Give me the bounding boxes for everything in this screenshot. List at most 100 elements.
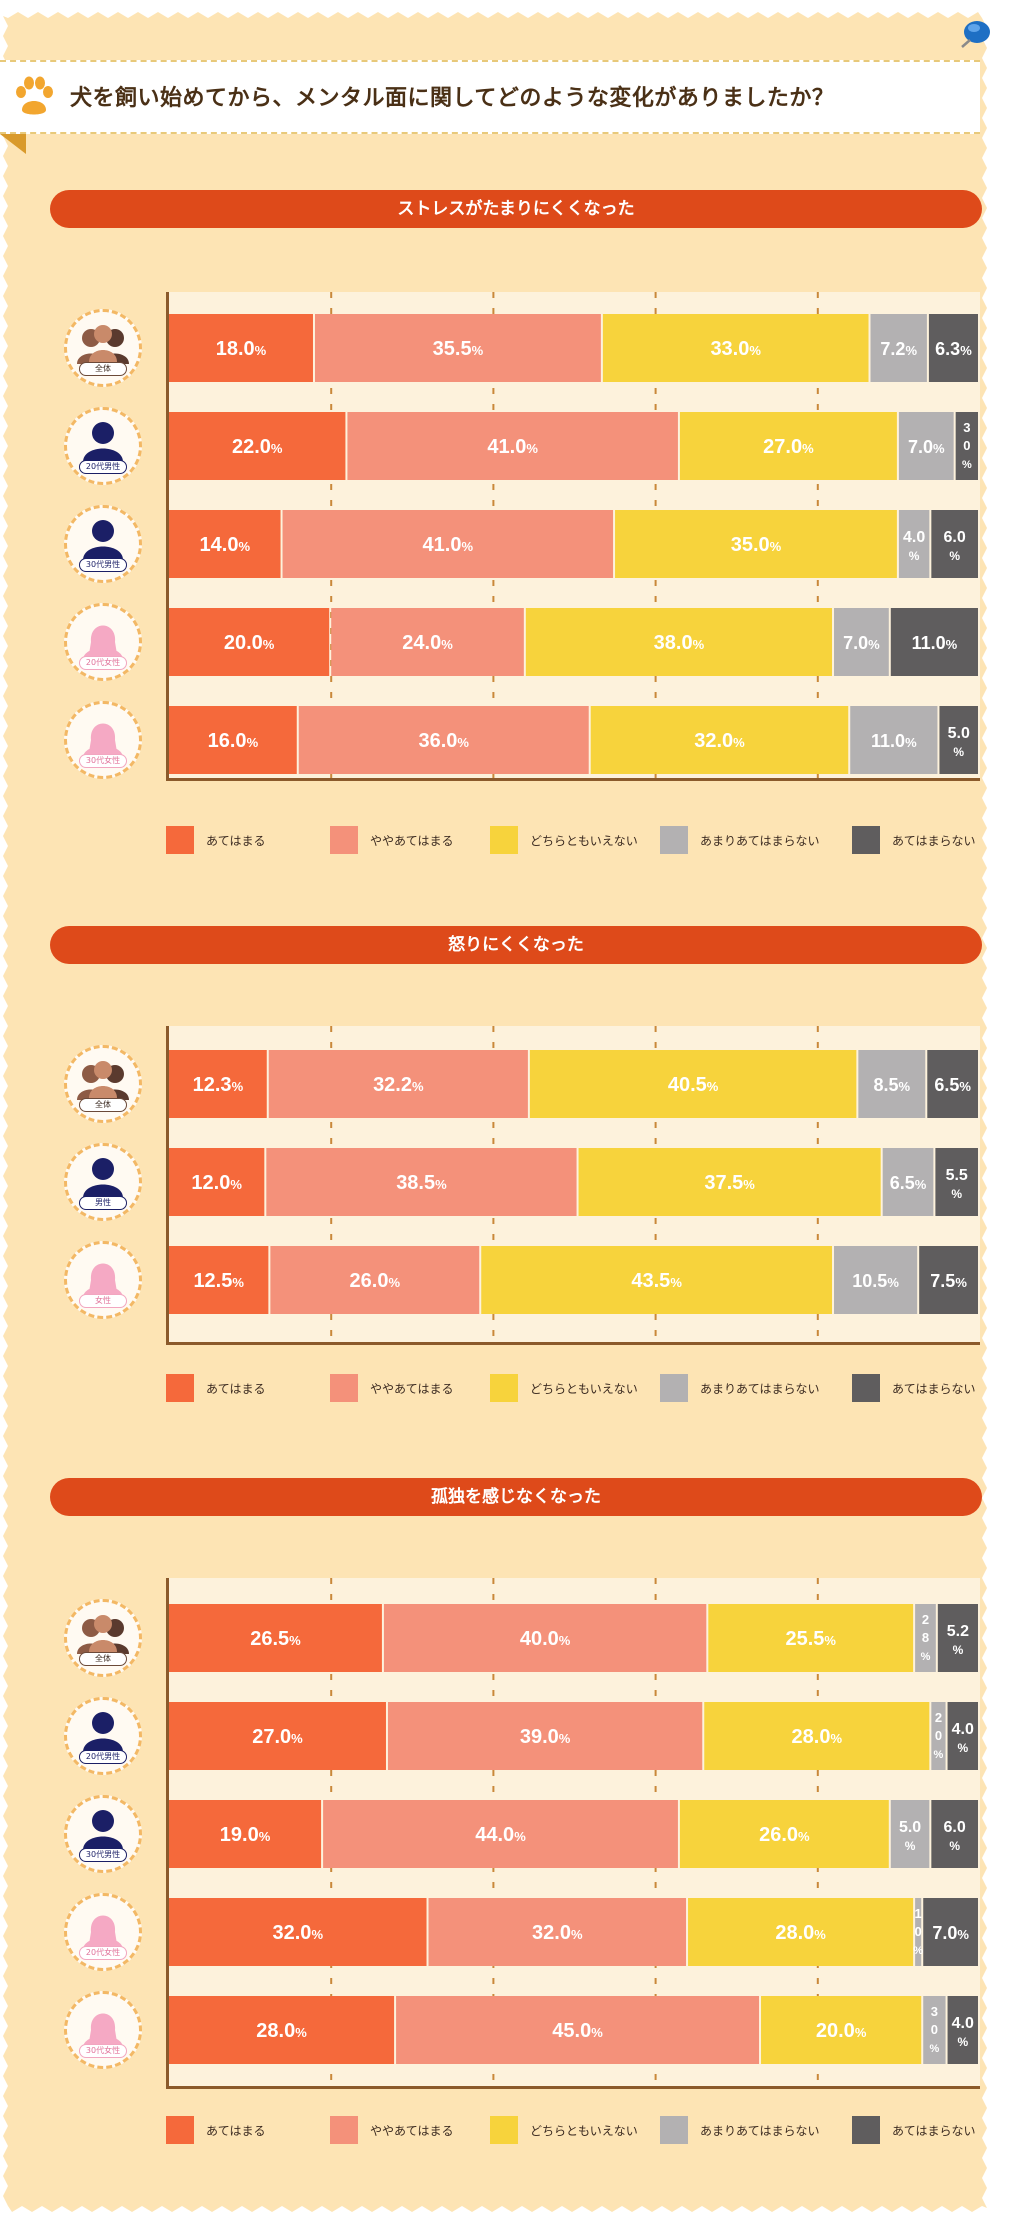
male-silhouette-icon: 20代男性 xyxy=(64,407,142,485)
bar-segment xyxy=(890,608,978,676)
data-label: 19.0% xyxy=(220,1824,271,1846)
legend-swatch xyxy=(660,1374,688,1402)
data-label: 7.0% xyxy=(843,633,880,653)
female-silhouette-icon: 20代女性 xyxy=(64,1893,142,1971)
bar-segment xyxy=(947,1702,978,1770)
data-label: 37.5% xyxy=(704,1172,755,1194)
data-label: 11.0% xyxy=(871,731,917,751)
avatar-label: 全体 xyxy=(79,362,127,376)
bar-segment xyxy=(708,1604,914,1672)
data-label: 26.5% xyxy=(250,1628,301,1650)
legend-label: あてはまらない xyxy=(892,2124,976,2138)
data-label: 44.0% xyxy=(475,1824,526,1846)
data-label: 5.2% xyxy=(947,1623,969,1657)
data-label: 5.5% xyxy=(946,1167,968,1201)
legend-label: あてはまらない xyxy=(892,1382,976,1396)
bar-segment xyxy=(169,1702,386,1770)
chart-2: 26.5% 40.0% 25.5% 2 8 % 5.2 % 27.0% 39.0% 28.0% 2 0%… xyxy=(169,1578,978,2086)
x-axis-anger xyxy=(166,1342,980,1345)
bar-segment xyxy=(169,1898,427,1966)
data-label: 10.5% xyxy=(852,1271,899,1291)
legend-swatch xyxy=(660,826,688,854)
avatar-label: 20代女性 xyxy=(79,1946,127,1960)
legend-swatch xyxy=(852,2116,880,2144)
legend-swatch xyxy=(490,826,518,854)
data-label: 7.0% xyxy=(932,1923,969,1943)
legend-stress: あてはまる ややあてはまる どちらともいえない あまりあてはまらない あてはまらない xyxy=(166,826,986,856)
data-label: 32.0% xyxy=(273,1922,324,1944)
avatar-label: 20代男性 xyxy=(79,460,127,474)
data-label: 25.5% xyxy=(785,1628,836,1650)
bar-segment xyxy=(169,1148,265,1216)
bar-segment xyxy=(688,1898,914,1966)
female-silhouette-icon: 30代女性 xyxy=(64,701,142,779)
data-label: 28.0% xyxy=(256,2020,307,2042)
data-label: 12.3% xyxy=(193,1074,244,1096)
bar-segment xyxy=(590,706,849,774)
bar-segment xyxy=(850,706,938,774)
bar-segment xyxy=(323,1800,678,1868)
data-label: 6.0% xyxy=(944,529,966,563)
bar-segment xyxy=(679,1800,889,1868)
data-label: 16.0% xyxy=(208,730,259,752)
section-header-loneliness: 孤独を感じなくなった xyxy=(50,1478,982,1516)
group-icon: 全体 xyxy=(64,1045,142,1123)
data-label: 41.0% xyxy=(487,436,538,458)
data-label: 7.0% xyxy=(908,437,945,457)
data-label: 39.0% xyxy=(520,1726,571,1748)
bar-segment xyxy=(268,1050,528,1118)
data-label: 7.2% xyxy=(880,339,917,359)
male-silhouette-icon: 30代男性 xyxy=(64,1795,142,1873)
bar-segment xyxy=(915,1604,936,1672)
legend-label: どちらともいえない xyxy=(530,1382,638,1396)
bar-segment xyxy=(935,1148,978,1216)
bar-segment xyxy=(615,510,897,578)
legend-swatch xyxy=(852,826,880,854)
data-label: 1 0% xyxy=(913,1906,923,1957)
data-label: 43.5% xyxy=(631,1270,682,1292)
data-label: 18.0% xyxy=(216,338,267,360)
bar-segment xyxy=(870,314,927,382)
avatar-label: 30代男性 xyxy=(79,1848,127,1862)
bar-segment xyxy=(834,608,889,676)
bar-segment xyxy=(529,1050,857,1118)
bar-segment xyxy=(890,1800,930,1868)
data-label: 35.5% xyxy=(433,338,484,360)
x-axis-loneliness xyxy=(166,2086,980,2089)
data-label: 32.0% xyxy=(532,1922,583,1944)
data-label: 38.0% xyxy=(654,632,705,654)
group-icon: 全体 xyxy=(64,309,142,387)
bar-segment xyxy=(169,1050,267,1118)
legend-label: あてはまらない xyxy=(892,834,976,848)
avatar-label: 男性 xyxy=(79,1196,127,1210)
data-label: 14.0% xyxy=(200,534,251,556)
data-label: 6.5% xyxy=(934,1075,971,1095)
bar-segment xyxy=(931,1702,946,1770)
bar-segment xyxy=(947,1996,978,2064)
legend-swatch xyxy=(330,2116,358,2144)
legend-swatch xyxy=(330,1374,358,1402)
bar-segment xyxy=(169,706,297,774)
bar-segment xyxy=(387,1702,703,1770)
data-label: 6.0% xyxy=(944,1819,966,1853)
bar-segment xyxy=(169,510,281,578)
avatar-label: 全体 xyxy=(79,1652,127,1666)
bar-segment xyxy=(347,412,678,480)
bar-segment xyxy=(761,1996,922,2064)
data-label: 3 0% xyxy=(930,2004,940,2055)
chart-0: 18.0% 35.5% 33.0% 7.2% 6.3% 22.0% 41.0% 27.0% 7.… xyxy=(169,292,978,778)
data-label: 3 0% xyxy=(962,420,972,471)
legend-swatch xyxy=(852,1374,880,1402)
bar-segment xyxy=(919,1246,978,1314)
legend-anger: あてはまる ややあてはまる どちらともいえない あまりあてはまらない あてはまらない xyxy=(166,1374,986,1404)
female-silhouette-icon: 30代女性 xyxy=(64,1991,142,2069)
data-label: 22.0% xyxy=(232,436,283,458)
data-label: 4.0% xyxy=(903,529,925,563)
bar-segment xyxy=(882,1148,934,1216)
data-label: 32.0% xyxy=(694,730,745,752)
bar-segment xyxy=(169,412,346,480)
bar-segment xyxy=(915,1898,922,1966)
bar-segment xyxy=(939,706,978,774)
legend-swatch xyxy=(166,2116,194,2144)
